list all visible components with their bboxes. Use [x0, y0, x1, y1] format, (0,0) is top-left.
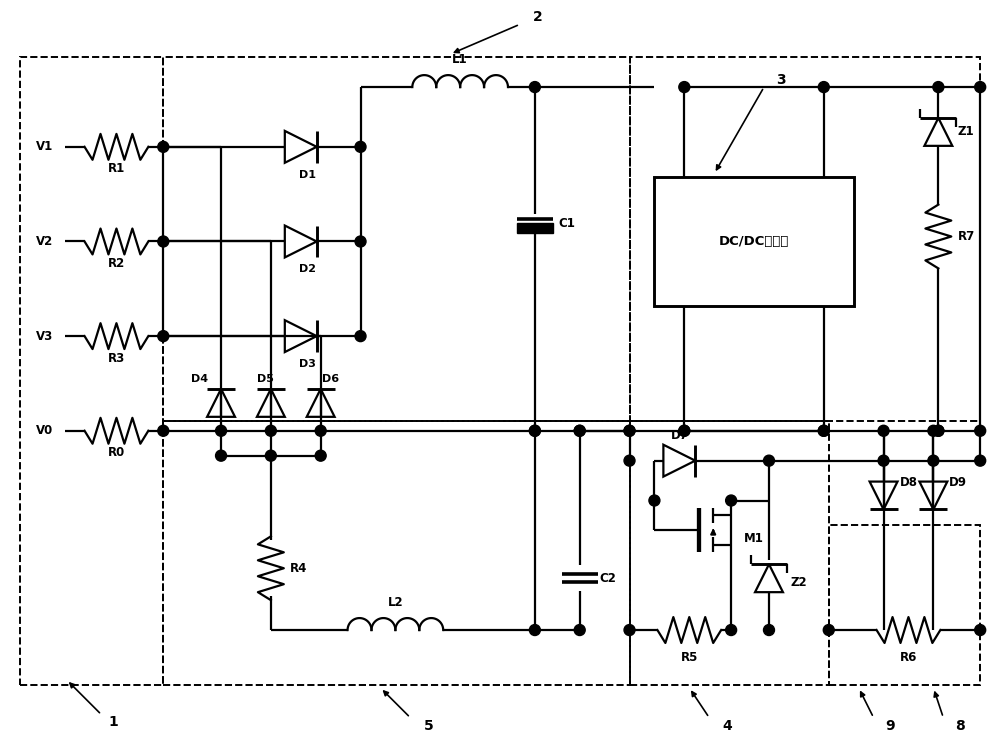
- Text: L2: L2: [388, 596, 403, 608]
- Text: D9: D9: [949, 476, 967, 489]
- Text: L1: L1: [452, 53, 468, 66]
- Circle shape: [933, 82, 944, 93]
- Circle shape: [975, 455, 986, 466]
- Circle shape: [624, 425, 635, 436]
- Text: 3: 3: [776, 73, 786, 87]
- Circle shape: [265, 425, 276, 436]
- Circle shape: [216, 451, 227, 461]
- Circle shape: [158, 330, 169, 342]
- Text: V0: V0: [36, 425, 53, 437]
- Circle shape: [574, 625, 585, 636]
- Text: D1: D1: [299, 170, 316, 180]
- Text: C1: C1: [558, 217, 575, 230]
- Circle shape: [574, 425, 585, 436]
- Circle shape: [216, 425, 227, 436]
- Text: V3: V3: [36, 330, 53, 342]
- Text: DC/DC变换器: DC/DC变换器: [719, 235, 789, 248]
- Circle shape: [726, 495, 737, 506]
- Text: D5: D5: [257, 374, 274, 384]
- Circle shape: [975, 625, 986, 636]
- Text: R4: R4: [290, 562, 307, 575]
- Bar: [630, 57, 980, 421]
- Text: D8: D8: [899, 476, 917, 489]
- Circle shape: [355, 330, 366, 342]
- Text: R6: R6: [900, 651, 917, 665]
- Circle shape: [975, 425, 986, 436]
- Text: 2: 2: [533, 10, 543, 24]
- Text: R7: R7: [958, 230, 975, 243]
- Circle shape: [823, 625, 834, 636]
- Circle shape: [624, 425, 635, 436]
- Text: D7: D7: [670, 429, 688, 442]
- Circle shape: [878, 425, 889, 436]
- Circle shape: [158, 425, 169, 436]
- Circle shape: [679, 425, 690, 436]
- Circle shape: [764, 455, 774, 466]
- Text: 4: 4: [722, 719, 732, 733]
- Text: R5: R5: [681, 651, 698, 665]
- Circle shape: [818, 82, 829, 93]
- Circle shape: [933, 425, 944, 436]
- Circle shape: [928, 425, 939, 436]
- Circle shape: [764, 625, 774, 636]
- Circle shape: [624, 625, 635, 636]
- Text: V1: V1: [36, 140, 53, 153]
- Circle shape: [158, 236, 169, 247]
- Text: D4: D4: [191, 374, 208, 384]
- Circle shape: [818, 425, 829, 436]
- Circle shape: [158, 142, 169, 153]
- Circle shape: [928, 455, 939, 466]
- Text: D6: D6: [322, 374, 339, 384]
- Circle shape: [649, 495, 660, 506]
- Circle shape: [933, 425, 944, 436]
- Circle shape: [726, 625, 737, 636]
- Circle shape: [679, 82, 690, 93]
- Bar: [630, 421, 829, 685]
- Circle shape: [818, 425, 829, 436]
- Text: 1: 1: [109, 714, 118, 728]
- Circle shape: [529, 625, 540, 636]
- Bar: [163, 57, 630, 421]
- Bar: [829, 525, 980, 685]
- Bar: [517, 222, 553, 233]
- Circle shape: [975, 82, 986, 93]
- Text: Z1: Z1: [958, 125, 975, 139]
- Bar: [20, 57, 163, 685]
- Circle shape: [529, 425, 540, 436]
- Circle shape: [529, 82, 540, 93]
- Circle shape: [355, 236, 366, 247]
- Text: R3: R3: [108, 351, 125, 365]
- Circle shape: [529, 425, 540, 436]
- Text: R0: R0: [108, 446, 125, 459]
- Text: C2: C2: [599, 572, 616, 585]
- Text: Z2: Z2: [791, 576, 807, 588]
- Circle shape: [624, 455, 635, 466]
- Text: 5: 5: [423, 719, 433, 733]
- Circle shape: [315, 451, 326, 461]
- Bar: [654, 177, 854, 306]
- Circle shape: [355, 142, 366, 153]
- Text: D3: D3: [299, 359, 316, 369]
- Bar: [163, 421, 630, 685]
- Circle shape: [574, 425, 585, 436]
- Text: R1: R1: [108, 162, 125, 176]
- Circle shape: [265, 451, 276, 461]
- Text: 9: 9: [886, 719, 895, 733]
- Circle shape: [315, 425, 326, 436]
- Circle shape: [679, 425, 690, 436]
- Text: M1: M1: [744, 532, 764, 545]
- Circle shape: [878, 455, 889, 466]
- Text: 8: 8: [955, 719, 965, 733]
- Text: R2: R2: [108, 257, 125, 270]
- Text: V2: V2: [36, 235, 53, 248]
- Text: D2: D2: [299, 265, 316, 274]
